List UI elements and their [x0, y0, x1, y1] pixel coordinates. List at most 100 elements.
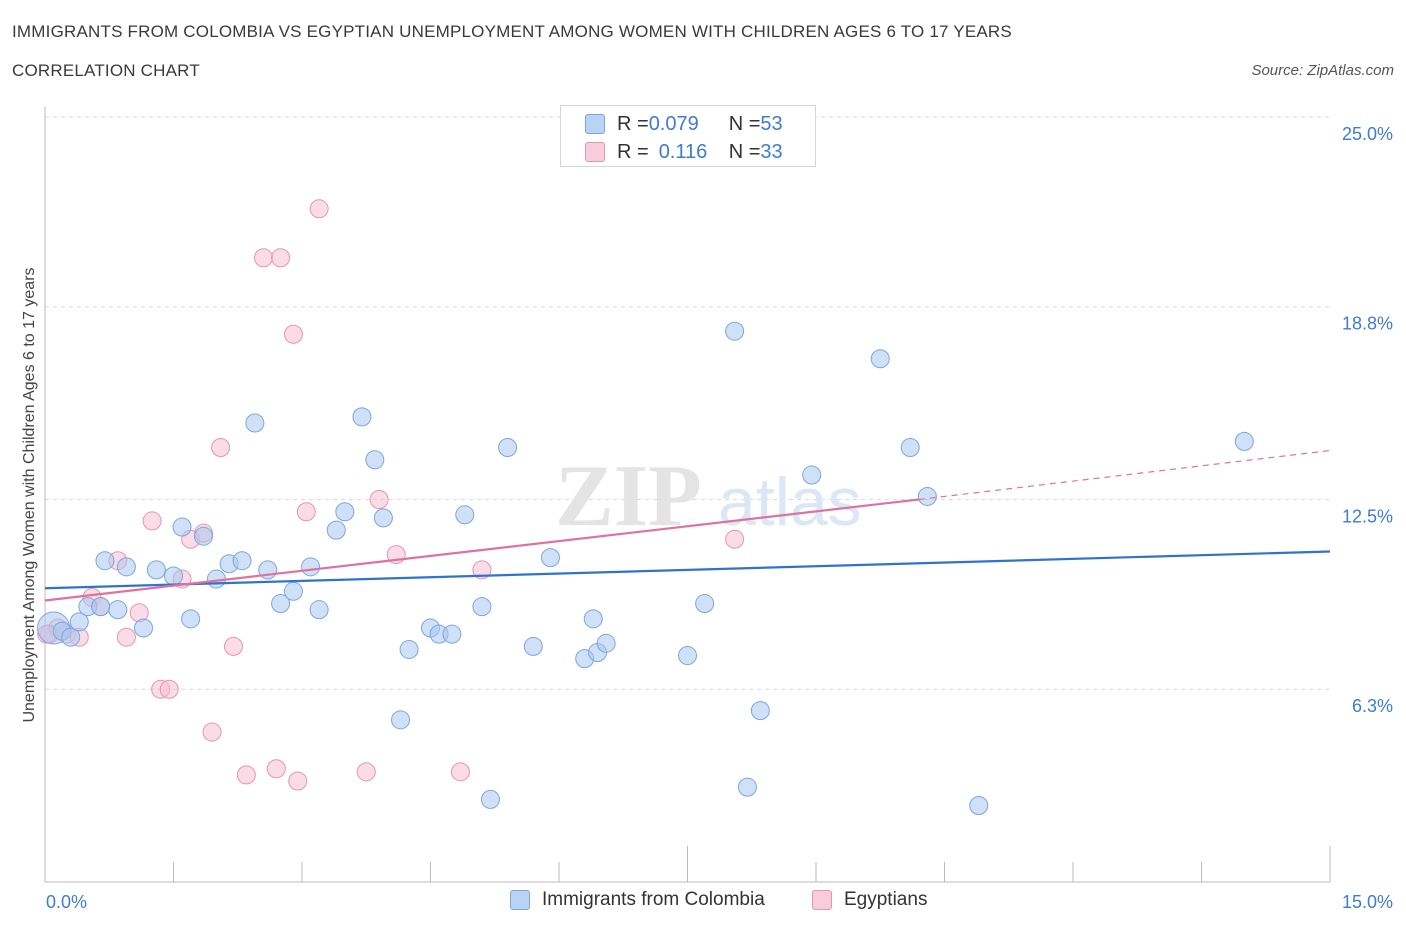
- point-colombia: [232, 551, 252, 571]
- trend-line-colombia: [44, 550, 1331, 590]
- point-colombia: [498, 437, 518, 457]
- point-egyptians: [450, 762, 470, 782]
- point-colombia: [108, 600, 128, 620]
- legend-item-colombia[interactable]: Immigrants from Colombia: [510, 889, 765, 911]
- point-egyptians: [159, 679, 179, 699]
- point-colombia: [391, 710, 411, 730]
- point-egyptians: [283, 324, 303, 344]
- point-colombia: [695, 594, 715, 614]
- point-colombia: [146, 560, 166, 580]
- point-colombia: [365, 450, 385, 470]
- point-colombia: [750, 701, 770, 721]
- point-colombia: [116, 557, 136, 577]
- point-colombia: [245, 413, 265, 433]
- point-colombia: [352, 407, 372, 427]
- point-colombia: [283, 581, 303, 601]
- point-colombia: [802, 465, 822, 485]
- point-egyptians: [356, 762, 376, 782]
- legend-row-colombia: R = 0.079 N = 53: [585, 112, 783, 136]
- chart-title: IMMIGRANTS FROM COLOMBIA VS EGYPTIAN UNE…: [12, 22, 1012, 41]
- legend-r-value: 0.079: [648, 112, 699, 135]
- point-egyptians: [236, 765, 256, 785]
- point-colombia: [900, 437, 920, 457]
- point-colombia: [596, 633, 616, 653]
- data-points: [37, 199, 1254, 815]
- legend-n-value: 53: [760, 112, 783, 135]
- point-egyptians: [253, 248, 273, 268]
- legend-item-egyptians[interactable]: Egyptians: [812, 889, 927, 911]
- point-colombia: [91, 597, 111, 617]
- point-egyptians: [288, 771, 308, 791]
- source-note: Source: ZipAtlas.com: [1251, 62, 1394, 79]
- x-tick-label: 15.0%: [1342, 892, 1393, 912]
- point-colombia: [134, 618, 154, 638]
- point-colombia: [61, 627, 81, 647]
- legend-r-value: 0.116: [658, 140, 708, 163]
- x-tick-label: 0.0%: [46, 892, 87, 912]
- point-egyptians: [271, 248, 291, 268]
- point-egyptians: [223, 636, 243, 656]
- point-egyptians: [116, 627, 136, 647]
- watermark: ZIP atlas: [555, 448, 862, 545]
- point-colombia: [969, 796, 989, 815]
- point-colombia: [326, 520, 346, 540]
- point-egyptians: [296, 502, 316, 522]
- point-colombia: [193, 526, 213, 546]
- point-colombia: [164, 566, 183, 586]
- point-egyptians: [266, 759, 286, 779]
- watermark-atlas: atlas: [718, 464, 862, 540]
- point-colombia: [725, 321, 745, 341]
- point-colombia: [301, 557, 321, 577]
- axes: [44, 107, 1331, 883]
- gridlines: [45, 116, 1330, 690]
- legend-swatch-colombia: [510, 890, 530, 910]
- point-colombia: [678, 646, 697, 666]
- correlation-legend: R = 0.079 N = 53 R = 0.116 N = 33: [560, 105, 816, 167]
- y-tick-label: 25.0%: [1342, 124, 1393, 144]
- tick-labels: 6.3% 12.5% 18.8% 25.0% 0.0% 15.0%: [46, 124, 1393, 912]
- point-colombia: [523, 636, 543, 656]
- point-colombia: [1234, 431, 1254, 451]
- legend-n-label: N =: [728, 140, 761, 163]
- legend-swatch-egyptians: [585, 142, 605, 162]
- point-colombia: [181, 609, 201, 629]
- y-tick-label: 18.8%: [1342, 314, 1393, 334]
- point-egyptians: [142, 511, 162, 531]
- legend-r-label: R =: [617, 112, 649, 135]
- point-colombia: [737, 777, 757, 797]
- point-colombia: [472, 597, 492, 617]
- point-colombia: [309, 600, 329, 620]
- legend-swatch-colombia: [585, 114, 605, 134]
- trend-line-egyptians: [44, 498, 919, 602]
- point-colombia: [583, 609, 603, 629]
- point-egyptians: [725, 529, 745, 549]
- point-egyptians: [369, 490, 389, 509]
- point-colombia: [480, 789, 500, 809]
- point-colombia: [69, 612, 89, 632]
- point-egyptians: [309, 199, 329, 219]
- point-colombia: [870, 349, 890, 369]
- point-colombia: [335, 502, 355, 522]
- point-colombia: [373, 508, 393, 528]
- point-colombia: [172, 517, 192, 537]
- legend-n-label: N =: [728, 112, 761, 135]
- point-egyptians: [472, 560, 492, 580]
- point-egyptians: [211, 437, 231, 457]
- y-tick-label: 12.5%: [1342, 507, 1393, 527]
- trend-lines: [44, 449, 1331, 602]
- point-colombia: [271, 594, 291, 614]
- legend-n-value: 33: [760, 140, 783, 163]
- legend-swatch-egyptians: [812, 890, 832, 910]
- legend-row-egyptians: R = 0.116 N = 33: [585, 140, 783, 164]
- point-colombia: [455, 505, 475, 525]
- point-colombia: [95, 551, 115, 571]
- chart-subtitle: CORRELATION CHART: [12, 61, 200, 80]
- point-colombia: [399, 639, 419, 659]
- trend-extension-egyptians: [918, 449, 1331, 501]
- y-tick-label: 6.3%: [1352, 696, 1393, 716]
- legend-r-label: R =: [617, 140, 649, 163]
- point-egyptians: [202, 722, 222, 742]
- point-colombia: [540, 548, 560, 568]
- legend-label-egyptians: Egyptians: [844, 889, 928, 910]
